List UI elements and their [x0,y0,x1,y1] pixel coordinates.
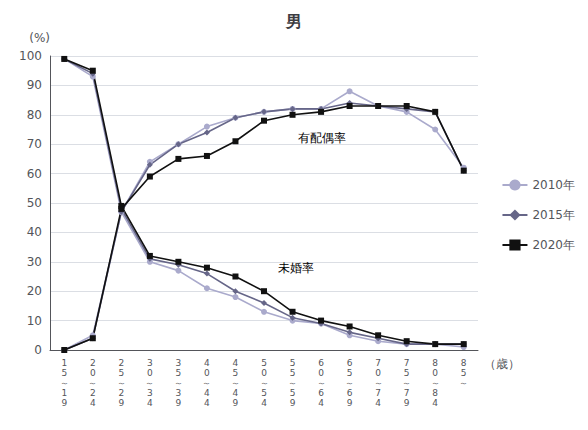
svg-text:～: ～ [431,378,440,388]
svg-text:4: 4 [90,398,96,408]
svg-text:10: 10 [27,314,42,328]
svg-text:有配偶率: 有配偶率 [298,131,346,145]
svg-text:5: 5 [290,388,296,398]
svg-text:0: 0 [261,368,267,378]
svg-text:（歳）: （歳） [484,357,520,371]
svg-text:0: 0 [34,343,42,357]
svg-text:7: 7 [375,358,381,368]
svg-text:～: ～ [117,378,126,388]
svg-text:5: 5 [404,368,410,378]
svg-text:～: ～ [317,378,326,388]
svg-text:男: 男 [285,12,302,31]
svg-text:未婚率: 未婚率 [278,261,314,275]
svg-text:5: 5 [61,368,67,378]
svg-text:50: 50 [27,196,42,210]
svg-text:～: ～ [402,378,411,388]
svg-text:5: 5 [118,368,124,378]
svg-text:9: 9 [61,398,67,408]
svg-text:7: 7 [404,388,410,398]
svg-text:(%): (%) [29,31,50,45]
svg-text:90: 90 [27,78,42,92]
svg-text:～: ～ [174,378,183,388]
svg-text:～: ～ [88,378,97,388]
svg-text:0: 0 [147,368,153,378]
svg-text:2: 2 [118,388,124,398]
svg-text:～: ～ [60,378,69,388]
svg-text:4: 4 [432,398,438,408]
svg-text:100: 100 [19,49,42,63]
svg-text:0: 0 [204,368,210,378]
svg-text:0: 0 [90,368,96,378]
svg-text:6: 6 [347,388,353,398]
svg-text:9: 9 [404,398,410,408]
svg-text:8: 8 [432,388,438,398]
svg-text:3: 3 [176,358,182,368]
svg-text:～: ～ [459,378,468,388]
svg-text:1: 1 [61,358,67,368]
svg-text:80: 80 [27,108,42,122]
svg-text:～: ～ [345,378,354,388]
svg-text:～: ～ [202,378,211,388]
svg-text:0: 0 [432,368,438,378]
svg-text:9: 9 [347,398,353,408]
svg-text:2: 2 [118,358,124,368]
svg-text:5: 5 [176,368,182,378]
svg-text:5: 5 [461,368,467,378]
svg-text:3: 3 [176,388,182,398]
svg-text:2: 2 [90,358,96,368]
svg-text:～: ～ [260,378,269,388]
svg-text:4: 4 [204,388,210,398]
svg-text:30: 30 [27,255,42,269]
svg-text:8: 8 [432,358,438,368]
svg-text:20: 20 [27,284,42,298]
svg-text:4: 4 [204,358,210,368]
svg-text:4: 4 [204,398,210,408]
svg-text:5: 5 [261,358,267,368]
svg-text:～: ～ [288,378,297,388]
svg-text:2010年: 2010年 [532,178,575,192]
svg-text:5: 5 [261,388,267,398]
svg-text:1: 1 [61,388,67,398]
svg-text:9: 9 [176,398,182,408]
svg-text:6: 6 [318,358,324,368]
svg-text:9: 9 [118,398,124,408]
svg-text:6: 6 [318,388,324,398]
svg-text:5: 5 [290,368,296,378]
svg-text:3: 3 [147,358,153,368]
svg-text:9: 9 [233,398,239,408]
svg-text:0: 0 [318,368,324,378]
svg-text:8: 8 [461,358,467,368]
svg-text:40: 40 [27,225,42,239]
svg-text:4: 4 [261,398,267,408]
svg-text:～: ～ [231,378,240,388]
svg-text:9: 9 [290,398,296,408]
svg-text:4: 4 [233,388,239,398]
svg-text:5: 5 [290,358,296,368]
svg-text:～: ～ [145,378,154,388]
svg-text:～: ～ [374,378,383,388]
svg-text:4: 4 [318,398,324,408]
svg-text:4: 4 [233,358,239,368]
svg-text:3: 3 [147,388,153,398]
svg-text:5: 5 [347,368,353,378]
svg-text:2020年: 2020年 [532,238,575,252]
svg-text:5: 5 [233,368,239,378]
svg-text:7: 7 [404,358,410,368]
svg-text:6: 6 [347,358,353,368]
svg-text:0: 0 [375,368,381,378]
svg-text:4: 4 [375,398,381,408]
svg-text:7: 7 [375,388,381,398]
svg-text:2015年: 2015年 [532,208,575,222]
svg-text:70: 70 [27,137,42,151]
svg-text:2: 2 [90,388,96,398]
svg-text:60: 60 [27,167,42,181]
svg-text:4: 4 [147,398,153,408]
